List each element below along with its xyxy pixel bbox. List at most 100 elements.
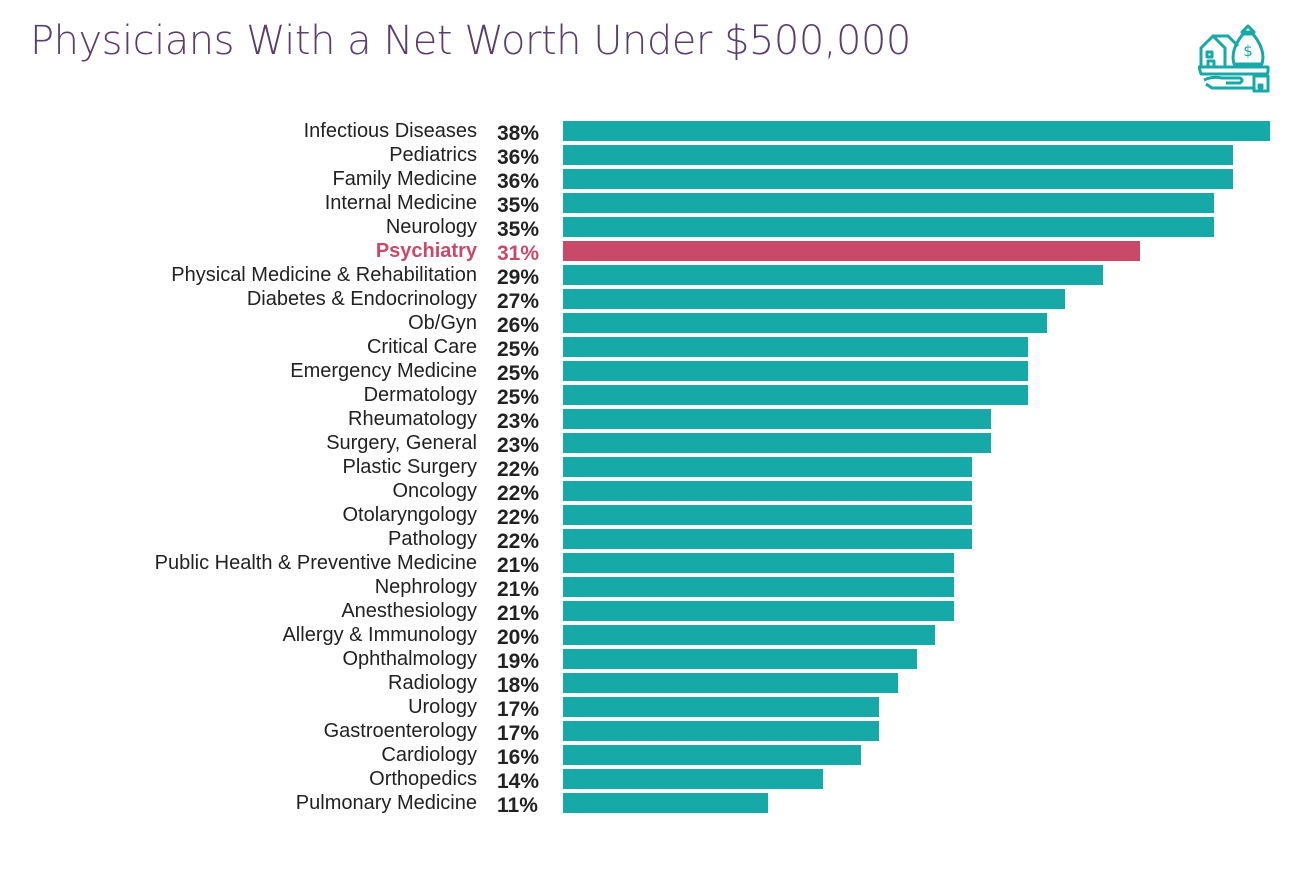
bar-row: Pathology 22% (0, 528, 1290, 553)
category-label: Plastic Surgery (342, 456, 478, 478)
value-label: 21% (497, 554, 540, 577)
bar-row: Allergy & Immunology 20% (0, 624, 1290, 649)
category-label: Internal Medicine (324, 192, 477, 214)
category-label: Pediatrics (389, 144, 477, 166)
bar-row: Nephrology 21% (0, 576, 1290, 601)
bar-row: Dermatology 25% (0, 384, 1290, 409)
bar-row: Otolaryngology 22% (0, 504, 1290, 529)
value-label: 14% (497, 770, 540, 793)
bar-row: Gastroenterology 17% (0, 720, 1290, 745)
bar-row: Internal Medicine 35% (0, 192, 1290, 217)
bar-row: Surgery, General 23% (0, 432, 1290, 457)
svg-text:$: $ (1243, 42, 1253, 60)
bar (563, 481, 973, 501)
bar (563, 745, 861, 765)
category-label: Public Health & Preventive Medicine (154, 552, 477, 574)
category-label: Radiology (388, 672, 477, 694)
category-label: Family Medicine (332, 168, 477, 190)
category-label: Ob/Gyn (408, 312, 477, 334)
bar-row: Cardiology 16% (0, 744, 1290, 769)
category-label: Pulmonary Medicine (295, 792, 477, 814)
category-label: Gastroenterology (323, 720, 477, 742)
category-label: Neurology (385, 216, 477, 238)
bar (563, 505, 973, 525)
value-label: 17% (497, 722, 540, 745)
category-label: Urology (408, 696, 477, 718)
bar (563, 385, 1029, 405)
category-label: Oncology (392, 480, 478, 502)
category-label: Infectious Diseases (303, 120, 477, 142)
bar-row: Pulmonary Medicine 11% (0, 792, 1290, 817)
value-label: 25% (497, 362, 540, 385)
category-label: Otolaryngology (342, 504, 477, 526)
value-label: 22% (497, 482, 540, 505)
bar-row: Ob/Gyn 26% (0, 312, 1290, 337)
bar (563, 697, 880, 717)
value-label: 27% (497, 290, 540, 313)
bar (563, 721, 880, 741)
category-label: Surgery, General (326, 432, 477, 454)
bar (563, 265, 1103, 285)
bar-row: Radiology 18% (0, 672, 1290, 697)
bar (563, 193, 1215, 213)
value-label: 31% (497, 242, 540, 265)
bar (563, 121, 1270, 141)
value-label: 17% (497, 698, 540, 721)
bar (563, 649, 917, 669)
value-label: 19% (497, 650, 540, 673)
bar-row: Family Medicine 36% (0, 168, 1290, 193)
value-label: 35% (497, 218, 540, 241)
category-label: Critical Care (366, 336, 477, 358)
bar-row: Oncology 22% (0, 480, 1290, 505)
category-label: Nephrology (374, 576, 477, 598)
bar-row: Emergency Medicine 25% (0, 360, 1290, 385)
value-label: 36% (497, 170, 540, 193)
value-label: 26% (497, 314, 540, 337)
bar (563, 457, 973, 477)
bar-row: Psychiatry 31% (0, 240, 1290, 265)
bar-row: Pediatrics 36% (0, 144, 1290, 169)
value-label: 38% (497, 122, 540, 145)
hand-holding-house-and-money-bag-icon: $ (1198, 24, 1270, 93)
bar (563, 217, 1215, 237)
value-label: 25% (497, 338, 540, 361)
value-label: 22% (497, 506, 540, 529)
bar-highlighted (563, 241, 1140, 261)
bar-row: Orthopedics 14% (0, 768, 1290, 793)
bar (563, 769, 824, 789)
category-label: Physical Medicine & Rehabilitation (171, 264, 477, 286)
bar-row: Rheumatology 23% (0, 408, 1290, 433)
bar-row: Public Health & Preventive Medicine 21% (0, 552, 1290, 577)
bar (563, 337, 1029, 357)
category-label: Pathology (388, 528, 477, 550)
bar (563, 553, 954, 573)
bar-row: Diabetes & Endocrinology 27% (0, 288, 1290, 313)
value-label: 36% (497, 146, 540, 169)
bar-row: Critical Care 25% (0, 336, 1290, 361)
value-label: 22% (497, 458, 540, 481)
chart-title: Physicians With a Net Worth Under $500,0… (30, 18, 911, 64)
category-label: Psychiatry (375, 240, 477, 262)
category-label: Allergy & Immunology (282, 624, 477, 646)
bar (563, 673, 898, 693)
bar (563, 313, 1047, 333)
category-label: Anesthesiology (341, 600, 477, 622)
category-label: Cardiology (381, 744, 477, 766)
bar (563, 601, 954, 621)
category-label: Rheumatology (348, 408, 477, 430)
value-label: 16% (497, 746, 540, 769)
category-label: Dermatology (363, 384, 477, 406)
bar (563, 577, 954, 597)
bar-row: Physical Medicine & Rehabilitation 29% (0, 264, 1290, 289)
value-label: 21% (497, 602, 540, 625)
value-label: 18% (497, 674, 540, 697)
bar (563, 625, 936, 645)
bar (563, 409, 991, 429)
bar (563, 361, 1029, 381)
bar-row: Ophthalmology 19% (0, 648, 1290, 673)
bar-row: Neurology 35% (0, 216, 1290, 241)
value-label: 25% (497, 386, 540, 409)
category-label: Diabetes & Endocrinology (246, 288, 477, 310)
bar (563, 289, 1066, 309)
bar (563, 145, 1233, 165)
